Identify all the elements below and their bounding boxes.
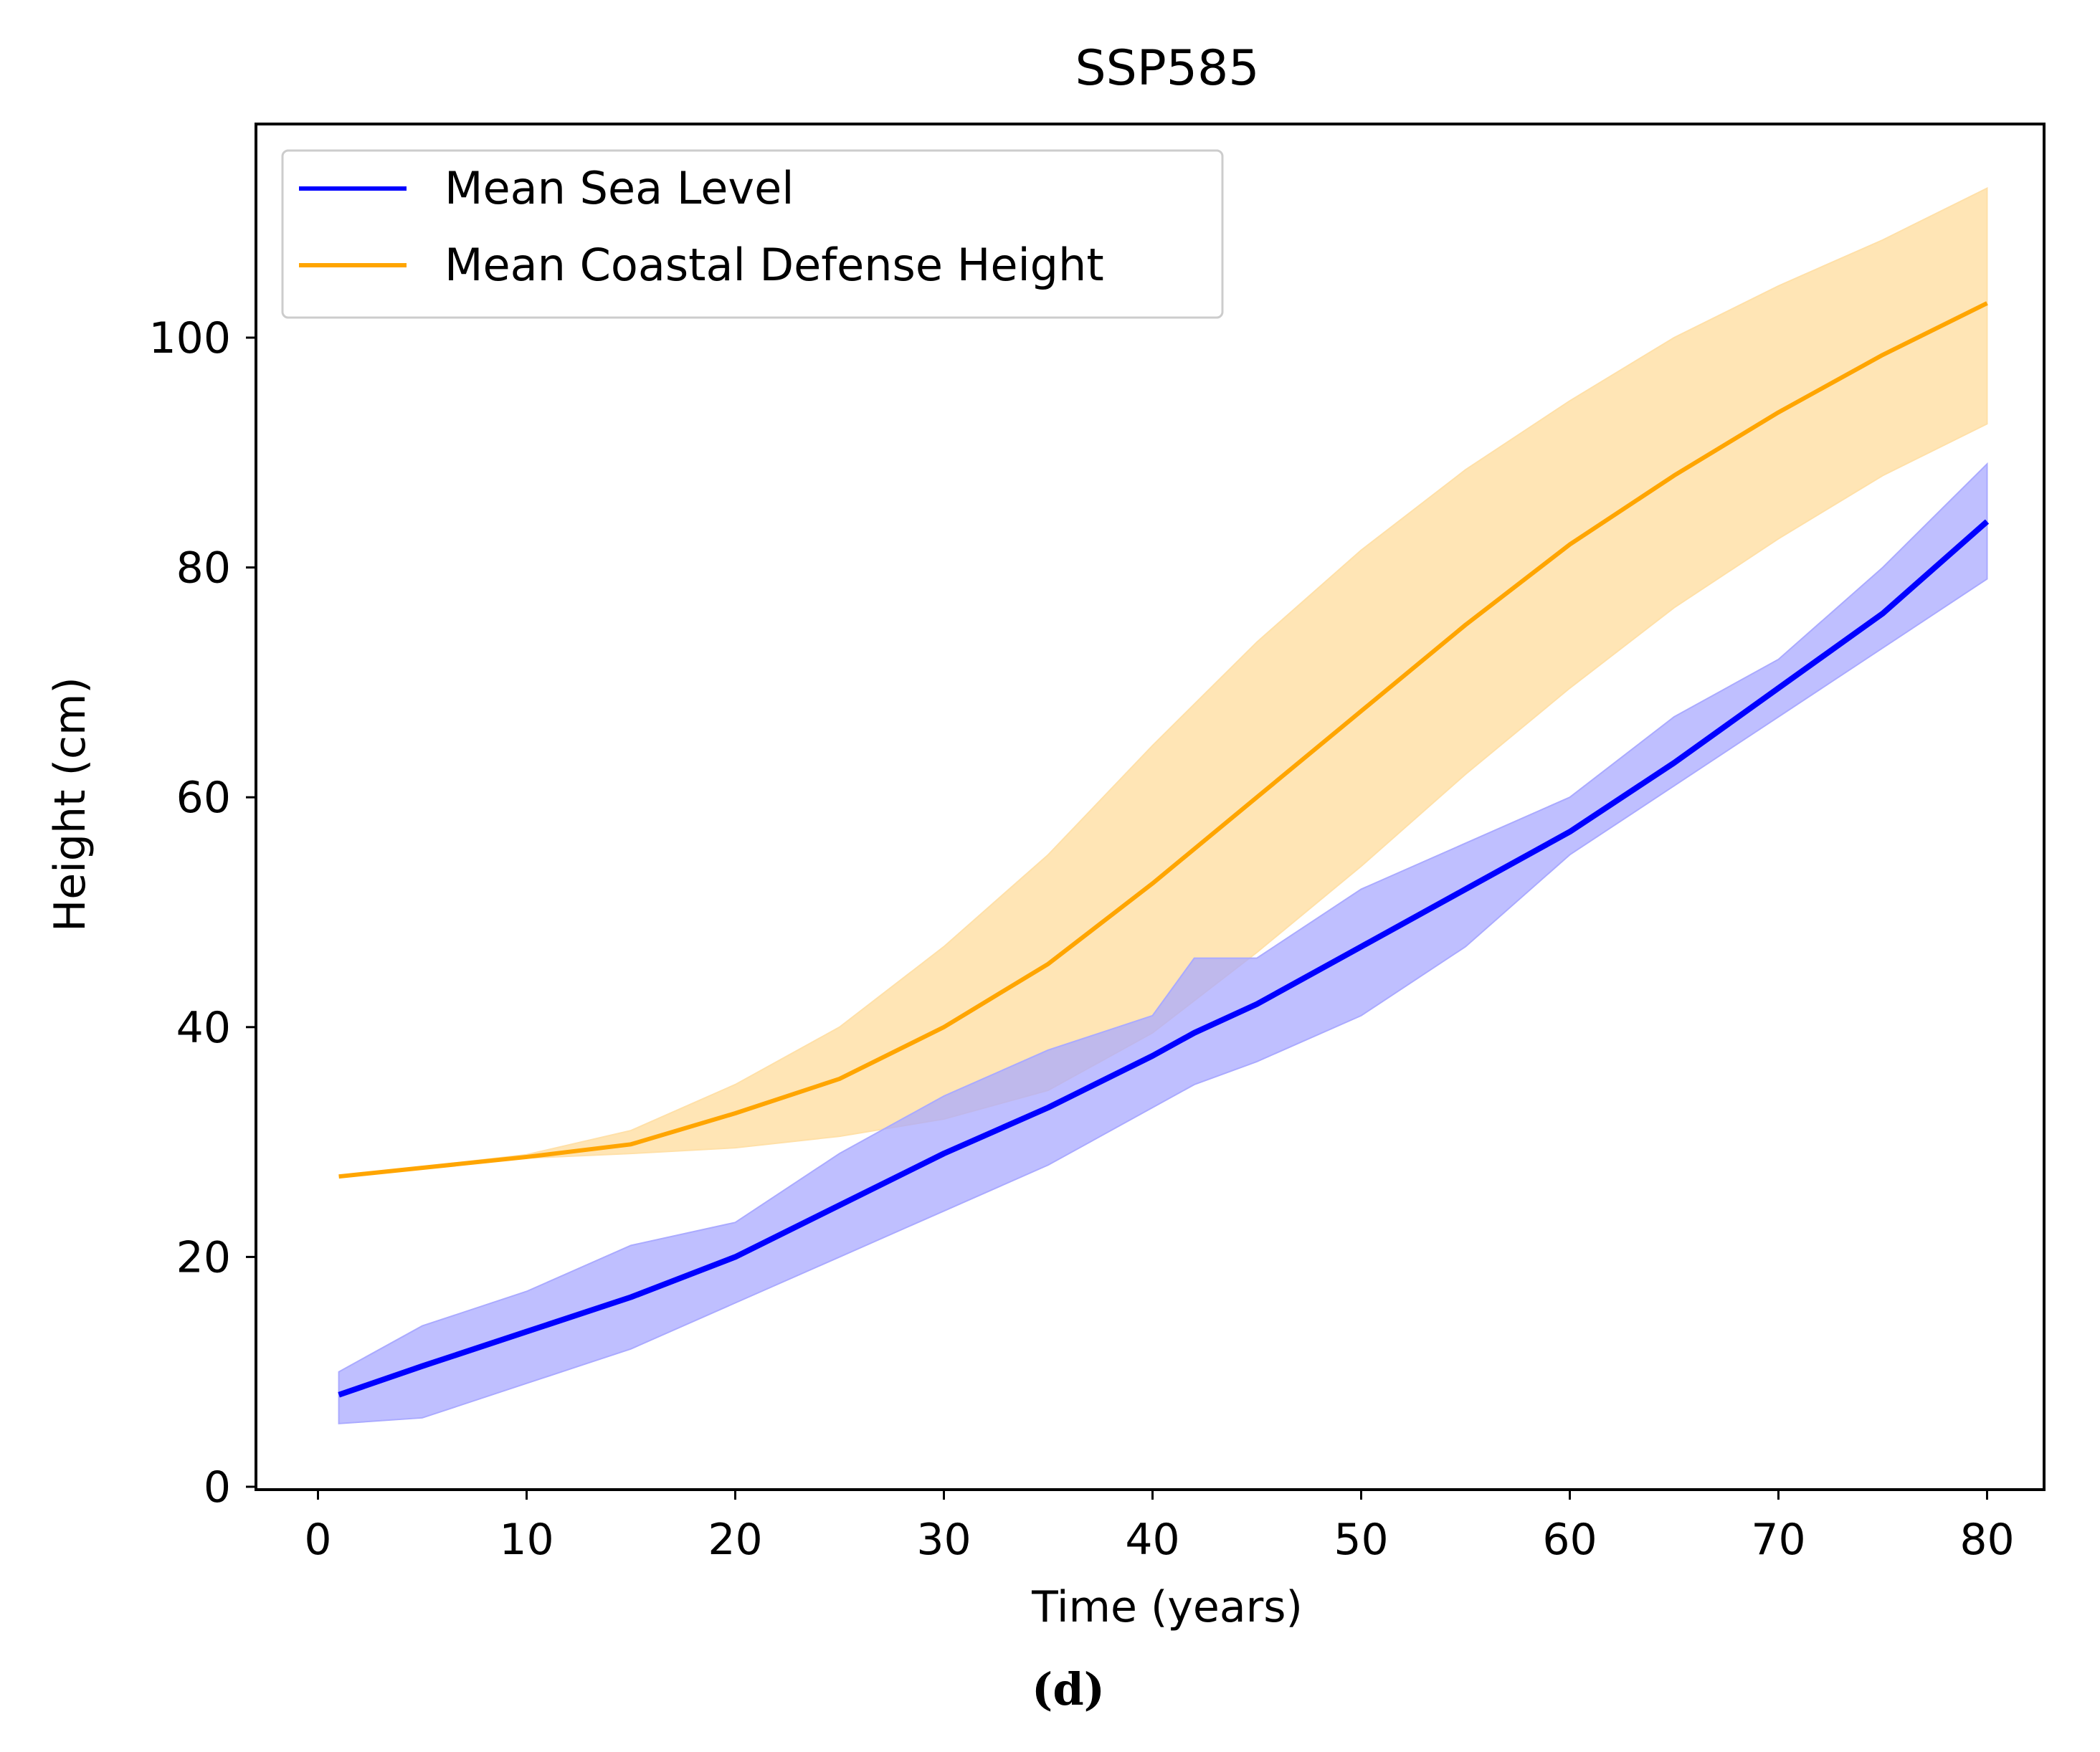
y-tick-label: 40 [176, 1003, 231, 1053]
y-axis: 0 20 40 60 80 100 [148, 313, 256, 1513]
chart-title: SSP585 [1075, 40, 1259, 97]
x-tick-label: 60 [1542, 1515, 1597, 1565]
y-axis-label: Height (cm) [45, 677, 95, 932]
y-tick-label: 0 [204, 1462, 231, 1513]
plot-area [338, 186, 1990, 1424]
line-defense-height [338, 301, 1988, 1179]
x-axis-label: Time (years) [1031, 1582, 1303, 1632]
x-tick-label: 80 [1959, 1515, 2014, 1565]
x-tick-label: 10 [499, 1515, 553, 1565]
x-tick-label: 40 [1125, 1515, 1179, 1565]
x-tick-label: 0 [304, 1515, 331, 1565]
y-tick-label: 100 [148, 313, 231, 363]
band-sea-level [338, 462, 1988, 1424]
x-tick-label: 30 [916, 1515, 971, 1565]
line-sea-level [338, 519, 1990, 1398]
legend-box [281, 149, 1224, 319]
legend: Mean Sea Level Mean Coastal Defense Heig… [281, 149, 1224, 319]
axes-frame [255, 123, 2046, 1491]
legend-label-defense-height: Mean Coastal Defense Height [445, 239, 1104, 291]
x-tick-label: 20 [708, 1515, 762, 1565]
legend-label-sea-level: Mean Sea Level [445, 162, 794, 214]
y-tick-label: 80 [176, 543, 231, 594]
y-tick-label: 60 [176, 773, 231, 823]
figure-caption: (d) [1032, 1663, 1105, 1715]
x-axis: 0 10 20 30 40 50 60 70 80 [304, 1490, 2015, 1565]
x-tick-label: 50 [1334, 1515, 1388, 1565]
x-tick-label: 70 [1751, 1515, 1805, 1565]
y-tick-label: 20 [176, 1232, 231, 1282]
